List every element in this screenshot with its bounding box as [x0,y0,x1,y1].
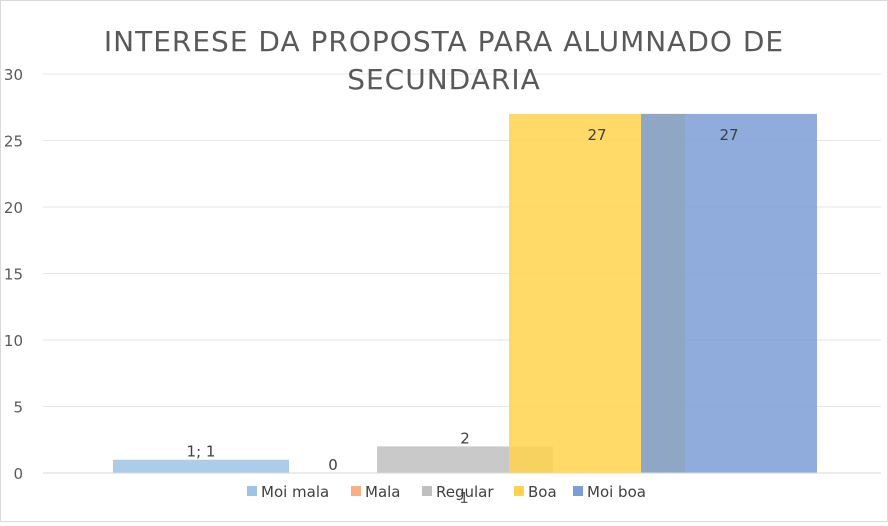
y-tick-label: 15 [4,266,23,284]
data-label: 1; 1 [187,443,216,461]
legend: Moi mala Mala Regular Boa Moi boa [247,483,646,501]
legend-item-regular: Regular [422,483,494,501]
legend-swatch [351,486,361,496]
data-label: 2 [460,429,470,447]
y-tick-label: 20 [4,199,23,217]
bar-moi-boa [641,113,817,474]
legend-label: Moi boa [587,483,646,501]
legend-item-boa: Boa [514,483,557,501]
chart-title: INTERESE DA PROPOSTA PARA ALUMNADO DE SE… [104,25,784,96]
y-axis: 0 5 10 15 20 25 30 [4,66,23,483]
legend-swatch [514,486,524,496]
legend-swatch [247,486,257,496]
category-axis-label: 1 [459,489,469,507]
y-tick-label: 0 [13,465,23,483]
legend-label: Mala [365,483,401,501]
legend-label: Moi mala [261,483,329,501]
legend-label: Boa [528,483,557,501]
chart-title-line-2: SECUNDARIA [347,63,541,96]
bars [113,113,817,474]
legend-swatch [422,486,432,496]
legend-item-moi-mala: Moi mala [247,483,329,501]
data-label: 0 [328,456,338,474]
y-tick-label: 5 [13,399,23,417]
y-tick-label: 30 [4,66,23,84]
legend-item-moi-boa: Moi boa [573,483,646,501]
chart-title-line-1: INTERESE DA PROPOSTA PARA ALUMNADO DE [104,25,784,58]
legend-swatch [573,486,583,496]
data-label: 27 [587,126,606,144]
data-label: 27 [719,126,738,144]
y-tick-label: 25 [4,133,23,151]
data-labels: 1; 1 0 2 27 27 [187,126,739,474]
bar-moi-mala [113,459,289,473]
legend-label: Regular [436,483,494,501]
legend-item-mala: Mala [351,483,401,501]
y-tick-label: 10 [4,332,23,350]
